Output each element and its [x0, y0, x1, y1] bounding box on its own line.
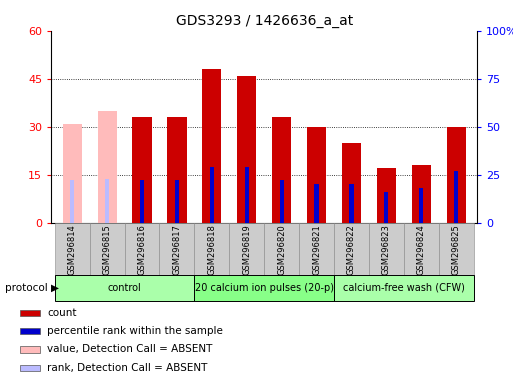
Bar [55, 275, 194, 301]
Bar [202, 69, 222, 223]
Bar [404, 223, 439, 275]
Bar [349, 184, 353, 223]
Bar [314, 184, 319, 223]
Bar [280, 180, 284, 223]
Bar [272, 117, 291, 223]
Bar [245, 167, 249, 223]
Bar [70, 180, 74, 223]
Bar [125, 223, 160, 275]
Text: GSM296815: GSM296815 [103, 224, 112, 275]
Bar [20, 310, 40, 316]
Bar [140, 180, 144, 223]
Text: GSM296822: GSM296822 [347, 224, 356, 275]
Bar [20, 365, 40, 371]
Text: percentile rank within the sample: percentile rank within the sample [47, 326, 223, 336]
Bar [369, 223, 404, 275]
Bar [454, 171, 458, 223]
Bar [55, 223, 90, 275]
Text: value, Detection Call = ABSENT: value, Detection Call = ABSENT [47, 344, 212, 354]
Bar [377, 168, 396, 223]
Text: GSM296821: GSM296821 [312, 224, 321, 275]
Text: protocol ▶: protocol ▶ [5, 283, 59, 293]
Bar [63, 124, 82, 223]
Bar [419, 188, 423, 223]
Bar [411, 165, 431, 223]
Bar [97, 111, 117, 223]
Bar [132, 117, 152, 223]
Text: GSM296824: GSM296824 [417, 224, 426, 275]
Bar [194, 275, 334, 301]
Bar [334, 223, 369, 275]
Text: GSM296818: GSM296818 [207, 224, 216, 275]
Text: control: control [108, 283, 142, 293]
Title: GDS3293 / 1426636_a_at: GDS3293 / 1426636_a_at [175, 14, 353, 28]
Bar [194, 223, 229, 275]
Bar [342, 143, 361, 223]
Bar [446, 127, 466, 223]
Bar [210, 167, 214, 223]
Bar [105, 179, 109, 223]
Text: calcium-free wash (CFW): calcium-free wash (CFW) [343, 283, 465, 293]
Text: GSM296823: GSM296823 [382, 224, 391, 275]
Text: count: count [47, 308, 77, 318]
Bar [160, 223, 194, 275]
Bar [20, 328, 40, 334]
Bar [384, 192, 388, 223]
Bar [307, 127, 326, 223]
Bar [439, 223, 473, 275]
Bar [20, 346, 40, 353]
Text: GSM296825: GSM296825 [451, 224, 461, 275]
Bar [167, 117, 187, 223]
Text: GSM296814: GSM296814 [68, 224, 77, 275]
Bar [299, 223, 334, 275]
Text: GSM296819: GSM296819 [242, 224, 251, 275]
Bar [229, 223, 264, 275]
Text: GSM296816: GSM296816 [137, 224, 147, 275]
Bar [90, 223, 125, 275]
Text: GSM296817: GSM296817 [172, 224, 182, 275]
Bar [237, 76, 256, 223]
Text: 20 calcium ion pulses (20-p): 20 calcium ion pulses (20-p) [195, 283, 333, 293]
Bar [175, 180, 179, 223]
Text: GSM296820: GSM296820 [277, 224, 286, 275]
Bar [334, 275, 473, 301]
Bar [264, 223, 299, 275]
Text: rank, Detection Call = ABSENT: rank, Detection Call = ABSENT [47, 363, 208, 373]
